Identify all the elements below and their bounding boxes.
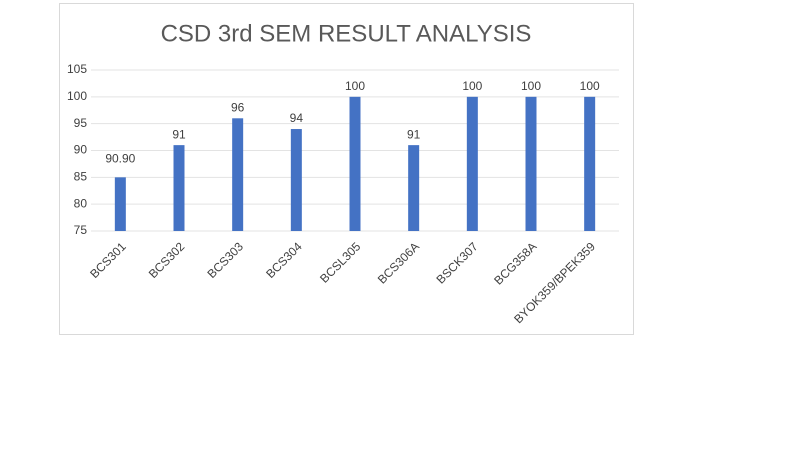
bar [408,145,420,231]
bar [173,145,185,231]
y-tick-label: 85 [74,170,88,184]
bar [349,96,361,231]
y-tick-label: 95 [74,116,88,130]
data-label: 100 [521,79,541,93]
y-tick-label: 80 [74,196,88,210]
bar [232,118,244,231]
data-label: 91 [172,127,186,141]
bar [114,177,126,231]
data-label: 96 [231,100,245,114]
data-label: 91 [407,127,421,141]
data-label: 100 [345,79,365,93]
bar [584,96,596,231]
y-tick-label: 105 [67,62,87,76]
data-label: 94 [290,111,304,125]
bar [290,129,302,231]
data-label: 100 [462,79,482,93]
annotation: 90.90 [105,152,135,166]
data-label: 100 [580,79,600,93]
bar [466,96,478,231]
y-tick-label: 90 [74,143,88,157]
bar [525,96,537,231]
chart-title: CSD 3rd SEM RESULT ANALYSIS [161,20,532,47]
y-tick-label: 100 [67,89,87,103]
y-tick-label: 75 [74,223,88,237]
chart-frame [59,3,634,335]
